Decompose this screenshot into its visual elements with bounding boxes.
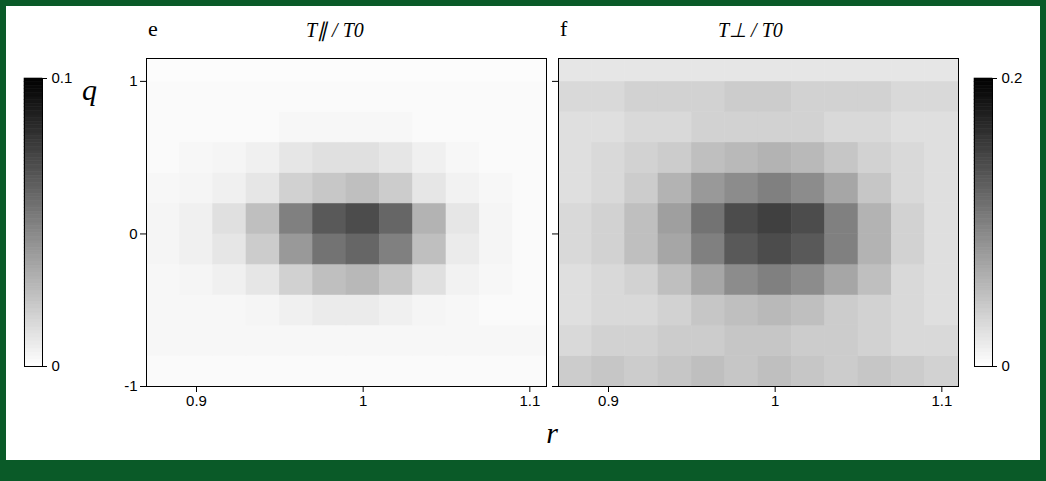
svg-text:0.9: 0.9 (598, 392, 619, 409)
html-text:q: q (82, 72, 97, 106)
svg-text:1.1: 1.1 (519, 392, 540, 409)
svg-text:-1: -1 (124, 377, 137, 394)
html-text:f: f (560, 16, 568, 41)
svg-text:1: 1 (771, 392, 779, 409)
svg-text:0.2: 0.2 (1002, 69, 1023, 86)
svg-text:0: 0 (52, 357, 60, 374)
svg-text:1.1: 1.1 (931, 392, 952, 409)
svg-text:0.1: 0.1 (52, 69, 73, 86)
svg-text:1: 1 (129, 72, 137, 89)
html-text:r: r (546, 416, 558, 449)
html-text:T∥ / T0: T∥ / T0 (306, 19, 364, 41)
html-text:T⊥ / T0: T⊥ / T0 (718, 19, 783, 41)
svg-text:0: 0 (1002, 357, 1010, 374)
svg-text:0.9: 0.9 (186, 392, 207, 409)
svg-text:0: 0 (129, 225, 137, 242)
svg-text:1: 1 (359, 392, 367, 409)
html-text:e: e (148, 16, 158, 41)
